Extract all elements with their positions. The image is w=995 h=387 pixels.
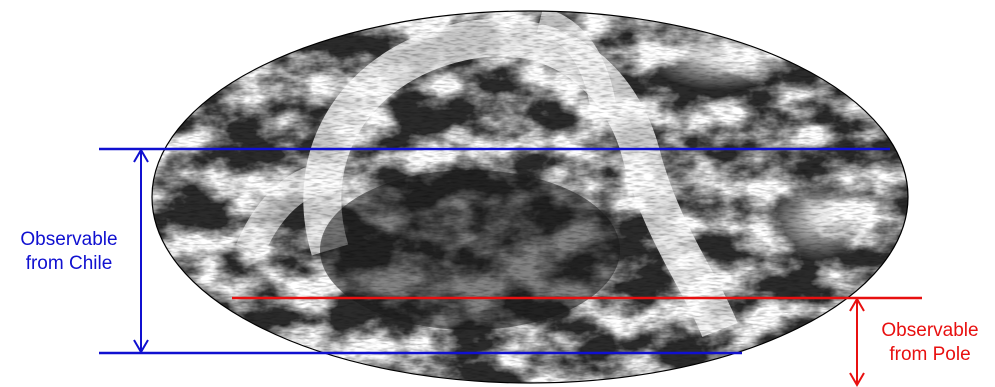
chile-coverage: [99, 147, 890, 355]
label-observable-from-chile: Observable from Chile: [4, 228, 134, 276]
pole-arrowhead-bottom: [849, 372, 865, 387]
label-chile-line1: Observable: [20, 229, 118, 250]
label-pole-line1: Observable: [881, 320, 979, 341]
chile-arrowhead-bottom: [133, 339, 149, 354]
label-chile-line2: from Chile: [25, 253, 113, 274]
label-pole-line2: from Pole: [889, 344, 971, 365]
sky-map: [151, 10, 909, 384]
map-texture: [152, 11, 908, 383]
label-observable-from-pole: Observable from Pole: [868, 319, 992, 367]
pole-arrowhead-top: [849, 297, 865, 312]
chile-arrowhead-top: [133, 148, 149, 163]
map-outline: [151, 10, 909, 384]
pole-coverage: [232, 296, 922, 387]
scan-noise: [152, 11, 908, 383]
